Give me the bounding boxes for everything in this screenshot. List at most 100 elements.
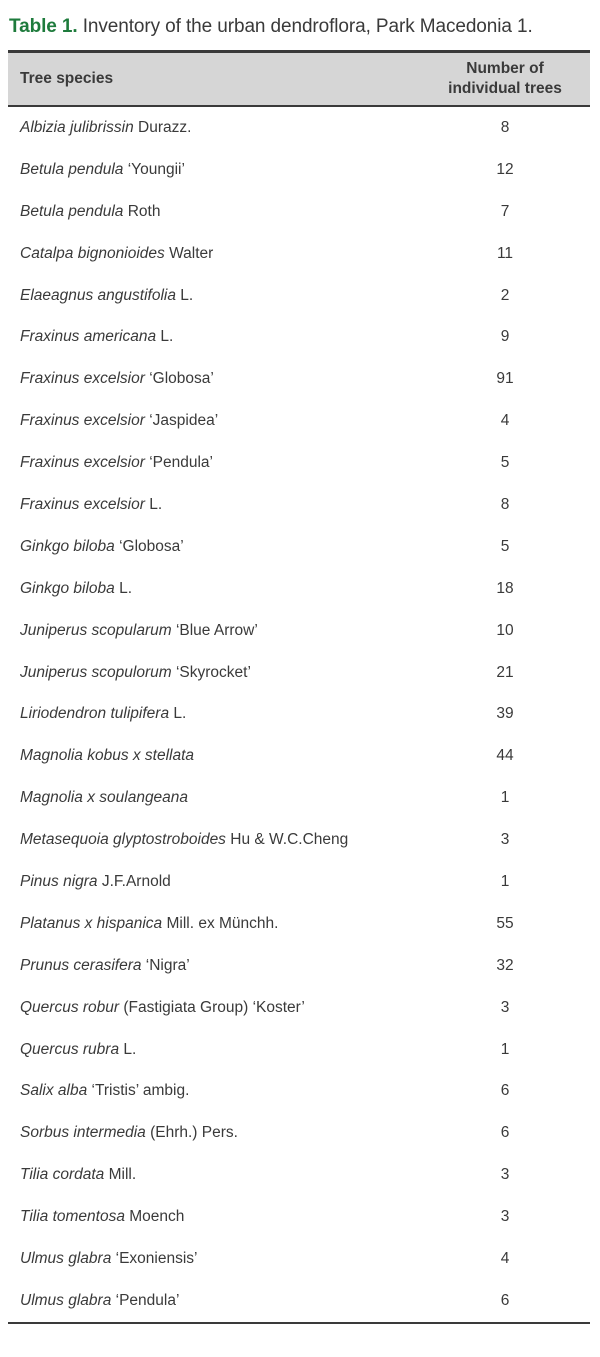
- species-cell: Prunus cerasifera ‘Nigra’: [8, 957, 420, 975]
- count-cell: 5: [500, 537, 510, 555]
- table-row: Fraxinus excelsior ‘Jaspidea’ 4: [8, 400, 590, 442]
- table-row: Quercus robur (Fastigiata Group) ‘Koster…: [8, 987, 590, 1029]
- species-authority: ‘Blue Arrow’: [171, 621, 258, 639]
- species-authority: L.: [144, 495, 163, 513]
- count-cell: 39: [496, 705, 514, 723]
- species-cell: Quercus rubra L.: [8, 1041, 420, 1059]
- species-scientific-name: Prunus cerasifera: [20, 956, 142, 974]
- table-row: Fraxinus excelsior ‘Globosa’ 91: [8, 358, 590, 400]
- table-row: Quercus rubra L. 1: [8, 1029, 590, 1071]
- table-row: Magnolia kobus x stellata 44: [8, 735, 590, 777]
- count-cell: 55: [496, 914, 514, 932]
- count-cell: 21: [496, 663, 514, 681]
- count-cell: 7: [500, 202, 510, 220]
- count-cell: 11: [496, 244, 514, 262]
- table-header-row: Tree species Number of individual trees: [8, 50, 590, 107]
- species-authority: ‘Exoniensis’: [111, 1249, 198, 1267]
- species-cell: Ulmus glabra ‘Pendula’: [8, 1292, 420, 1310]
- table-row: Ginkgo biloba L. 18: [8, 568, 590, 610]
- species-scientific-name: Fraxinus excelsior: [20, 495, 145, 513]
- count-cell: 8: [500, 495, 510, 513]
- table-row: Magnolia x soulangeana 1: [8, 777, 590, 819]
- table-row: Metasequoia glyptostroboides Hu & W.C.Ch…: [8, 819, 590, 861]
- count-cell: 6: [500, 1124, 510, 1142]
- count-cell: 5: [500, 454, 510, 472]
- species-authority: Mill.: [104, 1166, 137, 1184]
- table-row: Fraxinus americana L. 9: [8, 316, 590, 358]
- count-cell: 3: [500, 831, 510, 849]
- count-cell: 1: [500, 872, 510, 890]
- species-authority: ‘Tristis’ ambig.: [87, 1082, 190, 1100]
- table-row: Juniperus scopularum ‘Blue Arrow’ 10: [8, 610, 590, 652]
- column-header-tree-species: Tree species: [20, 70, 114, 87]
- species-scientific-name: Metasequoia glyptostroboides: [20, 831, 226, 849]
- count-cell: 9: [500, 328, 510, 346]
- species-cell: Magnolia x soulangeana: [8, 789, 420, 807]
- table-body: Albizia julibrissin Durazz. 8 Betula pendu…: [8, 107, 590, 1324]
- table-row: Ginkgo biloba ‘Globosa’ 5: [8, 526, 590, 568]
- species-authority: Roth: [123, 202, 161, 220]
- table-row: Ulmus glabra ‘Exoniensis’ 4: [8, 1238, 590, 1280]
- species-scientific-name: Fraxinus americana: [20, 328, 157, 346]
- table-caption: Table 1. Inventory of the urban dendrofl…: [9, 14, 590, 39]
- count-cell: 1: [500, 1040, 510, 1058]
- species-scientific-name: Liriodendron tulipifera: [20, 705, 170, 723]
- species-cell: Albizia julibrissin Durazz.: [8, 119, 420, 137]
- count-cell: 10: [496, 621, 514, 639]
- species-scientific-name: Tilia cordata: [20, 1166, 105, 1184]
- table-row: Salix alba ‘Tristis’ ambig. 6: [8, 1070, 590, 1112]
- species-cell: Fraxinus excelsior L.: [8, 496, 420, 514]
- species-scientific-name: Juniperus scopularum: [20, 621, 172, 639]
- count-cell: 18: [496, 579, 514, 597]
- species-scientific-name: Ginkgo biloba: [20, 579, 115, 597]
- species-authority: L.: [175, 286, 194, 304]
- count-cell: 12: [496, 160, 514, 178]
- table-row: Betula pendula Roth 7: [8, 191, 590, 233]
- species-scientific-name: Betula pendula: [20, 202, 124, 220]
- species-authority: ‘Pendula’: [144, 454, 213, 472]
- species-authority: J.F.Arnold: [97, 872, 171, 890]
- species-scientific-name: Ulmus glabra: [20, 1249, 112, 1267]
- species-authority: ‘Youngii’: [123, 160, 185, 178]
- count-cell: 4: [500, 412, 510, 430]
- table-row: Ulmus glabra ‘Pendula’ 6: [8, 1280, 590, 1322]
- species-scientific-name: Tilia tomentosa: [20, 1208, 125, 1226]
- species-cell: Sorbus intermedia (Ehrh.) Pers.: [8, 1124, 420, 1142]
- species-authority: ‘Globosa’: [144, 370, 214, 388]
- table-row: Prunus cerasifera ‘Nigra’ 32: [8, 945, 590, 987]
- species-cell: Ginkgo biloba ‘Globosa’: [8, 538, 420, 556]
- species-cell: Betula pendula ‘Youngii’: [8, 161, 420, 179]
- species-authority: ‘Jaspidea’: [144, 412, 219, 430]
- species-scientific-name: Catalpa bignonioides: [20, 244, 165, 262]
- species-scientific-name: Juniperus scopulorum: [20, 663, 172, 681]
- count-cell: 6: [500, 1082, 510, 1100]
- count-cell: 6: [500, 1291, 510, 1309]
- table-row: Sorbus intermedia (Ehrh.) Pers. 6: [8, 1112, 590, 1154]
- count-cell: 91: [496, 370, 514, 388]
- species-scientific-name: Quercus rubra: [20, 1040, 120, 1058]
- species-scientific-name: Pinus nigra: [20, 872, 98, 890]
- species-cell: Pinus nigra J.F.Arnold: [8, 873, 420, 891]
- species-scientific-name: Sorbus intermedia: [20, 1124, 146, 1142]
- species-authority: L.: [114, 579, 133, 597]
- species-scientific-name: Platanus x hispanica: [20, 914, 163, 932]
- count-cell: 8: [500, 118, 510, 136]
- species-scientific-name: Ulmus glabra: [20, 1291, 112, 1309]
- species-authority: L.: [169, 705, 187, 723]
- species-scientific-name: Salix alba: [20, 1082, 88, 1100]
- species-cell: Fraxinus excelsior ‘Pendula’: [8, 454, 420, 472]
- species-scientific-name: Albizia julibrissin: [20, 118, 134, 136]
- species-cell: Catalpa bignonioides Walter: [8, 245, 420, 263]
- count-cell: 1: [500, 789, 510, 807]
- species-cell: Salix alba ‘Tristis’ ambig.: [8, 1082, 420, 1100]
- species-scientific-name: Quercus robur: [20, 998, 120, 1016]
- species-authority: Hu & W.C.Cheng: [225, 831, 349, 849]
- table-row: Liriodendron tulipifera L. 39: [8, 693, 590, 735]
- species-cell: Ginkgo biloba L.: [8, 580, 420, 598]
- count-cell: 44: [496, 747, 514, 765]
- species-scientific-name: Fraxinus excelsior: [20, 454, 145, 472]
- count-cell: 3: [500, 1166, 510, 1184]
- species-authority: ‘Skyrocket’: [171, 663, 251, 681]
- species-authority: (Ehrh.) Pers.: [145, 1124, 238, 1142]
- species-cell: Juniperus scopulorum ‘Skyrocket’: [8, 664, 420, 682]
